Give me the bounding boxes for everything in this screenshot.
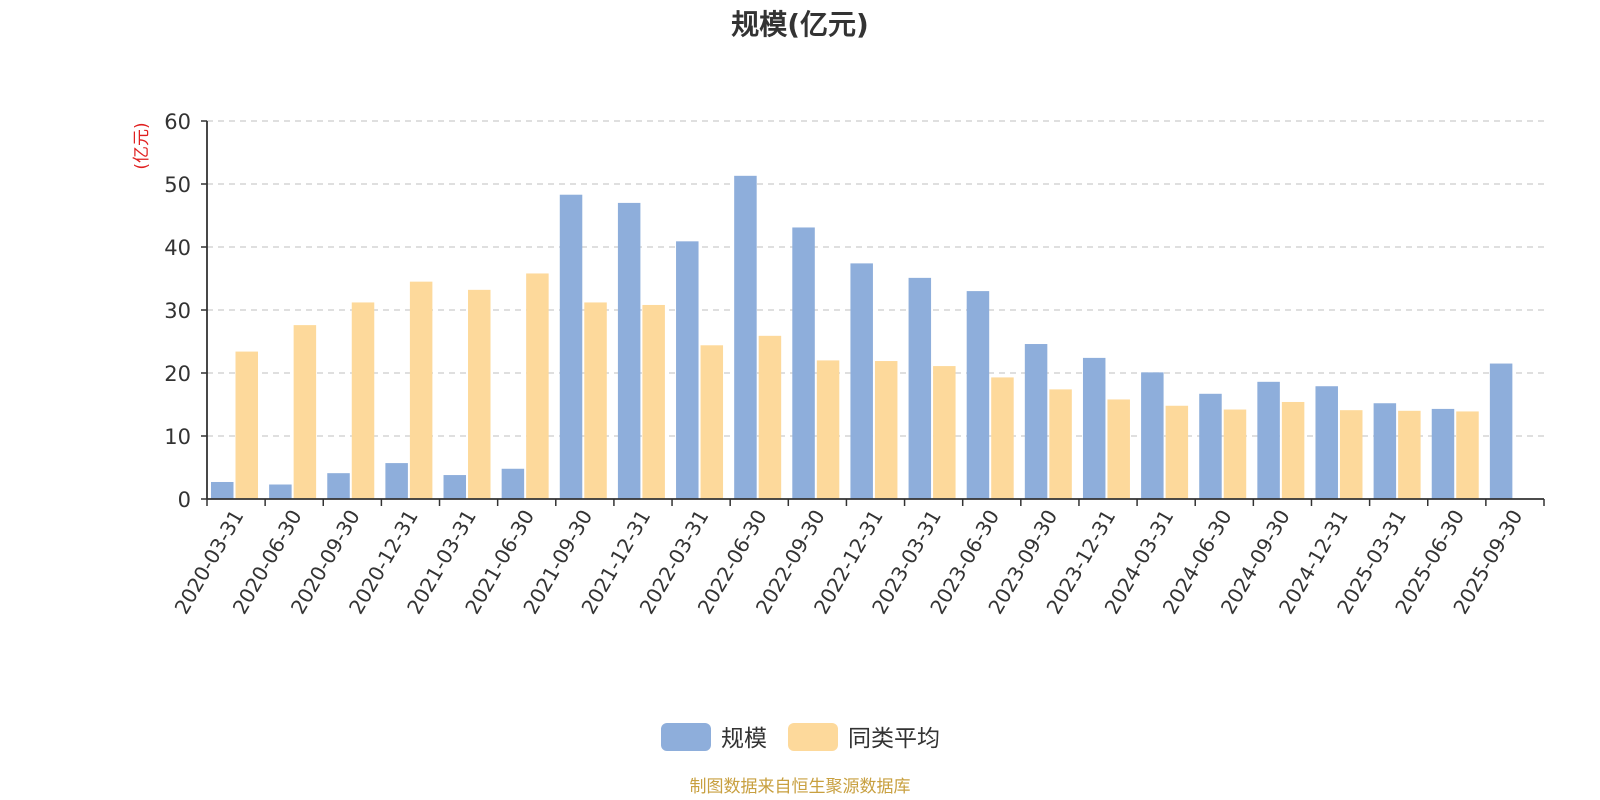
bar-scale-2024-12-31 [1315, 386, 1338, 499]
bar-peer-average-2020-09-30 [351, 302, 375, 499]
legend-item-scale[interactable]: 规模 [661, 723, 767, 752]
chart-title: 规模(亿元) [731, 8, 869, 41]
bar-peer-average-2025-06-30 [1456, 411, 1479, 499]
legend-swatch-scale [661, 723, 711, 751]
bar-scale-2021-06-30 [501, 468, 525, 499]
legend-label-peer-average: 同类平均 [848, 726, 940, 752]
bar-peer-average-2023-09-30 [1049, 389, 1072, 499]
bar-peer-average-2023-03-31 [933, 366, 956, 499]
bar-peer-average-2023-06-30 [991, 377, 1014, 499]
bar-scale-2020-12-31 [385, 463, 408, 499]
y-axis-unit-label: (亿元) [132, 122, 152, 169]
source-note: 制图数据来自恒生聚源数据库 [690, 777, 911, 797]
y-tick-label-10: 10 [164, 425, 191, 449]
bar-peer-average-2020-06-30 [293, 325, 317, 499]
bar-scale-2024-06-30 [1199, 393, 1222, 499]
bar-scale-2021-12-31 [617, 202, 641, 499]
bar-scale-2022-03-31 [676, 241, 699, 499]
bar-scale-2025-06-30 [1431, 408, 1455, 499]
y-tick-label-40: 40 [164, 236, 191, 260]
bar-scale-2025-09-30 [1489, 363, 1513, 499]
legend[interactable]: 规模 同类平均 [661, 723, 940, 752]
bar-scale-2023-09-30 [1024, 344, 1048, 499]
bar-peer-average-2021-12-31 [642, 304, 665, 499]
y-tick-label-50: 50 [164, 173, 191, 197]
legend-swatch-peer-average [788, 723, 838, 751]
bar-peer-average-2020-03-31 [235, 351, 258, 499]
bar-scale-2020-09-30 [327, 473, 350, 499]
y-tick-label-20: 20 [164, 362, 191, 386]
bar-scale-2020-06-30 [269, 484, 292, 499]
bar-scale-2024-03-31 [1141, 372, 1164, 499]
bar-scale-2022-09-30 [792, 227, 815, 499]
bar-scale-2022-06-30 [734, 175, 757, 499]
legend-label-scale: 规模 [721, 726, 767, 752]
bar-peer-average-2023-12-31 [1107, 399, 1130, 499]
bar-peer-average-2022-03-31 [700, 345, 724, 499]
bar-peer-average-2020-12-31 [409, 281, 433, 499]
bars [211, 175, 1513, 499]
bar-peer-average-2021-09-30 [584, 302, 607, 499]
bar-peer-average-2024-09-30 [1281, 401, 1305, 499]
bar-peer-average-2021-03-31 [468, 289, 491, 499]
y-tick-label-60: 60 [164, 110, 191, 134]
bar-peer-average-2022-09-30 [816, 360, 840, 499]
bar-scale-2021-09-30 [559, 194, 583, 499]
bar-scale-2020-03-31 [211, 481, 234, 499]
y-tick-label-30: 30 [164, 299, 191, 323]
bar-peer-average-2024-06-30 [1223, 409, 1247, 499]
bar-peer-average-2025-03-31 [1398, 410, 1421, 499]
bar-scale-2023-06-30 [966, 291, 990, 499]
bar-scale-2024-09-30 [1257, 381, 1280, 499]
bar-peer-average-2021-06-30 [526, 273, 549, 499]
bar-peer-average-2022-12-31 [874, 361, 898, 499]
bar-scale-2023-03-31 [908, 277, 932, 499]
bar-scale-2022-12-31 [850, 263, 873, 499]
bar-scale-2025-03-31 [1373, 403, 1397, 499]
bar-scale-2021-03-31 [443, 475, 467, 499]
bar-scale-2023-12-31 [1082, 357, 1106, 499]
legend-item-peer-average[interactable]: 同类平均 [788, 723, 940, 752]
y-tick-label-0: 0 [178, 488, 191, 512]
bar-peer-average-2022-06-30 [758, 335, 782, 499]
bar-peer-average-2024-03-31 [1165, 405, 1189, 499]
bar-peer-average-2024-12-31 [1339, 410, 1363, 499]
